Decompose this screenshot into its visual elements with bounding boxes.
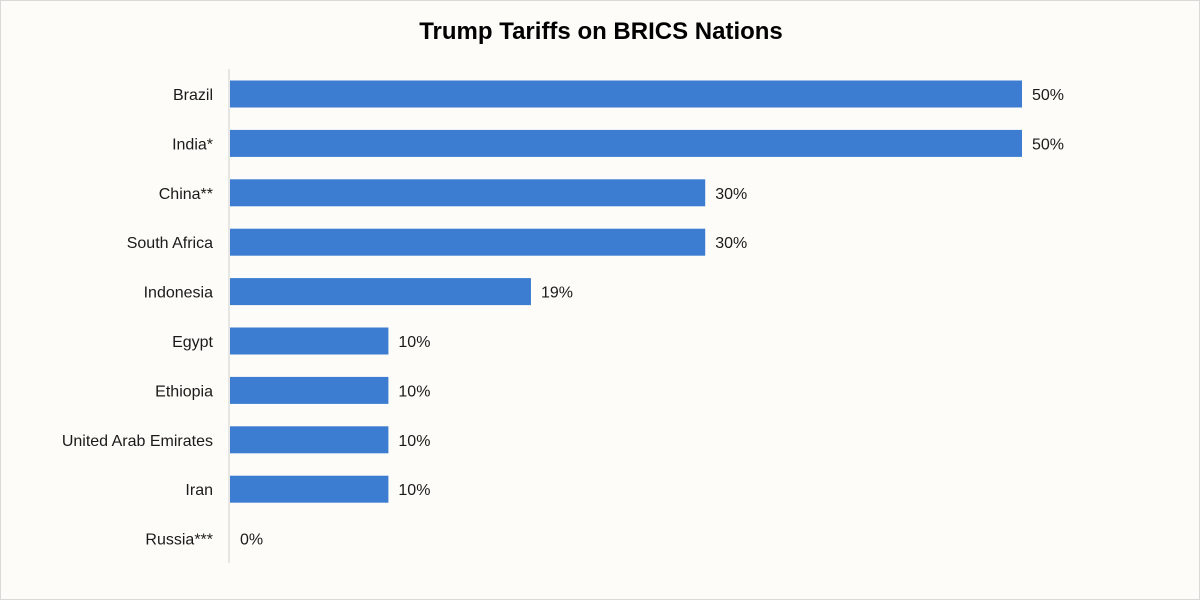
category-label: Egypt: [172, 334, 213, 351]
bar: [230, 475, 389, 503]
category-label: South Africa: [127, 235, 213, 252]
data-label: 50%: [1032, 87, 1064, 104]
chart-title: Trump Tariffs on BRICS Nations: [419, 18, 783, 45]
data-label: 50%: [1032, 136, 1064, 153]
data-label: 30%: [715, 235, 747, 252]
bars-group: Brazil 50% India* 50% China** 30% South Africa…: [62, 80, 1064, 549]
data-label: 10%: [398, 482, 430, 499]
category-label: Russia***: [145, 532, 213, 549]
category-label: India*: [172, 136, 213, 153]
bar: [230, 129, 1022, 157]
data-label: 10%: [398, 433, 430, 450]
bar: [230, 426, 389, 454]
data-label: 19%: [541, 285, 573, 302]
bar: [230, 327, 389, 355]
bar: [230, 278, 531, 306]
category-label: Brazil: [173, 87, 213, 104]
data-label: 0%: [240, 532, 263, 549]
data-label: 10%: [398, 334, 430, 351]
category-label: Ethiopia: [155, 383, 213, 400]
data-label: 10%: [398, 383, 430, 400]
bar: [230, 80, 1022, 108]
data-label: 30%: [715, 186, 747, 203]
category-label: Indonesia: [144, 285, 213, 302]
bar: [230, 376, 389, 404]
category-label: Iran: [185, 482, 213, 499]
category-label: China**: [159, 186, 213, 203]
bar: [230, 179, 706, 207]
bar: [230, 228, 706, 256]
category-label: United Arab Emirates: [62, 433, 213, 450]
